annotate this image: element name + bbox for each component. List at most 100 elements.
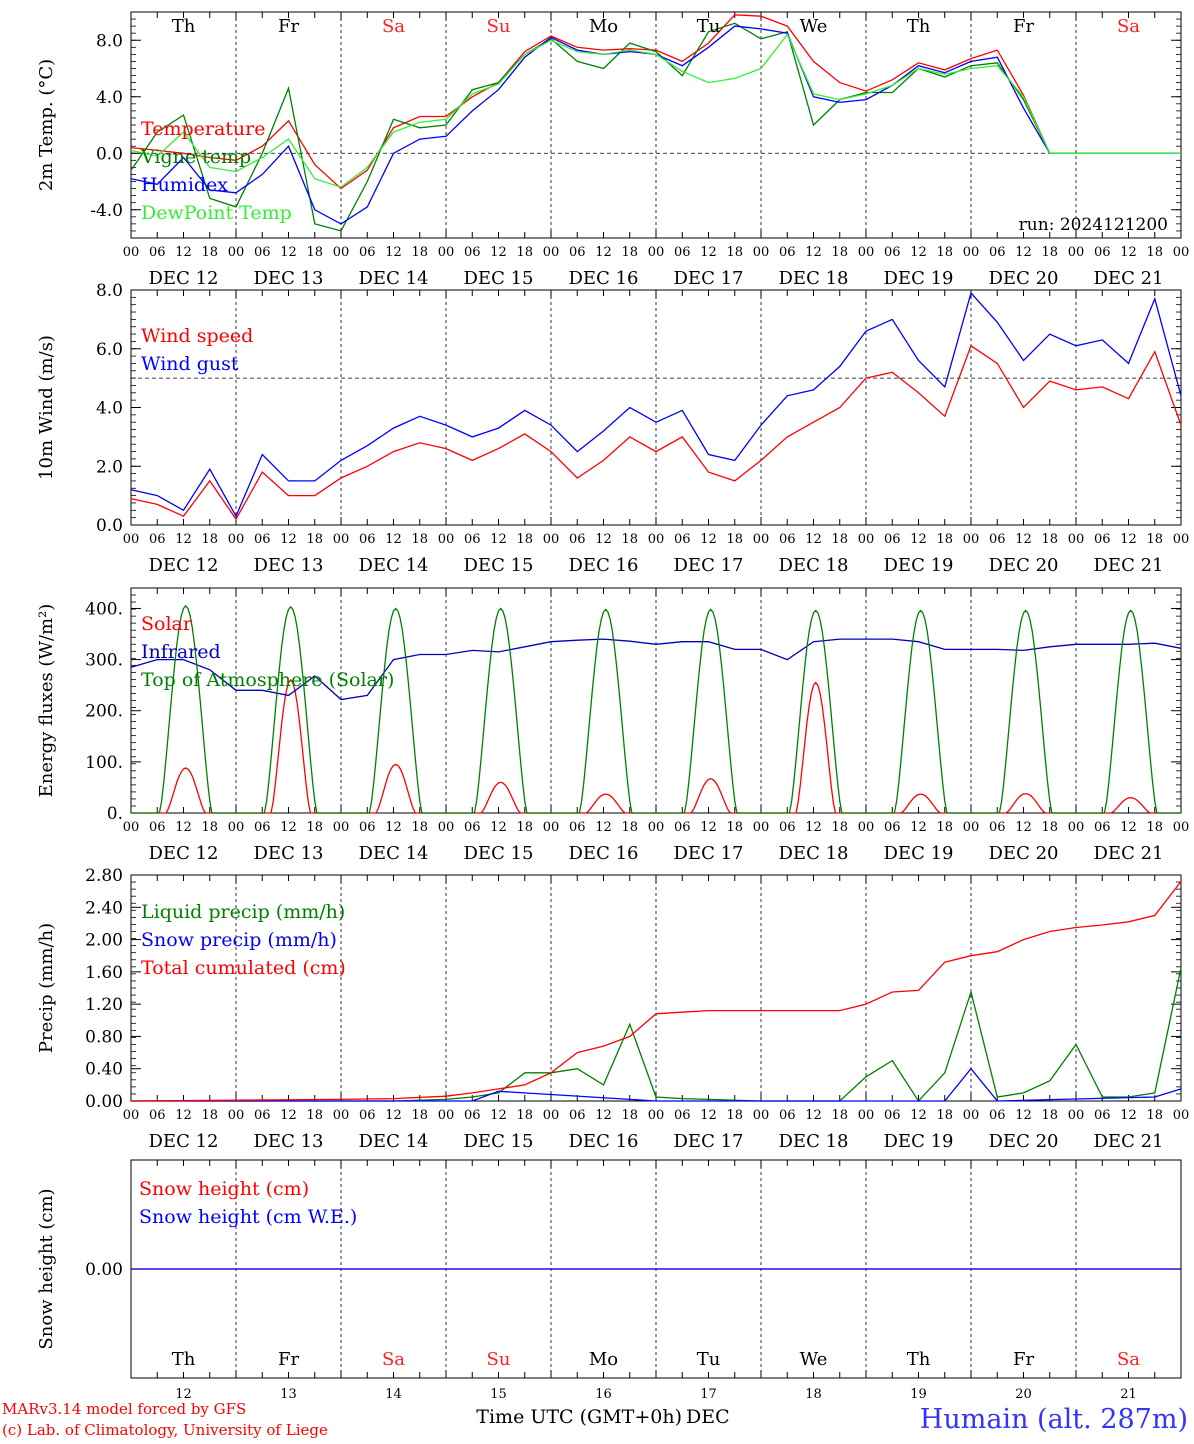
hour-tick-label: 18 — [411, 820, 428, 835]
day-label: DEC 20 — [989, 1131, 1059, 1152]
series-line — [131, 967, 1182, 1103]
hour-tick-label: 12 — [910, 820, 927, 835]
hour-tick-label: 12 — [385, 1108, 402, 1123]
hour-tick-label: 00 — [963, 245, 980, 260]
hour-tick-label: 18 — [726, 532, 743, 547]
hour-tick-label: 18 — [201, 245, 218, 260]
hour-tick-label: 00 — [333, 532, 350, 547]
hour-tick-label: 06 — [989, 532, 1006, 547]
day-label: DEC 18 — [779, 268, 849, 289]
hour-tick-label: 06 — [779, 1108, 796, 1123]
hour-tick-label: 06 — [254, 245, 271, 260]
hour-tick-label: 00 — [1068, 820, 1085, 835]
weekday-label: Sa — [382, 16, 405, 37]
hour-tick-label: 00 — [333, 1108, 350, 1123]
day-label: DEC 16 — [569, 555, 639, 576]
hour-tick-label: 00 — [333, 820, 350, 835]
hour-tick-label: 06 — [674, 245, 691, 260]
hour-tick-label: 00 — [648, 532, 665, 547]
hour-tick-label: 00 — [333, 245, 350, 260]
legend-entry: DewPoint Temp — [141, 202, 292, 224]
hour-tick-label: 12 — [910, 1108, 927, 1123]
y-tick-label: 8.0 — [96, 31, 123, 51]
hour-tick-label: 12 — [595, 1108, 612, 1123]
day-label: DEC 14 — [359, 1131, 429, 1152]
day-label: DEC 16 — [569, 1131, 639, 1152]
day-label: DEC 15 — [464, 268, 534, 289]
hour-tick-label: 06 — [254, 532, 271, 547]
hour-tick-label: 06 — [884, 532, 901, 547]
weekday-label: We — [800, 16, 828, 37]
day-label: DEC 17 — [674, 1131, 744, 1152]
hour-tick-label: 18 — [726, 245, 743, 260]
y-tick-label: 200. — [85, 702, 123, 722]
panel-4: 0.00 0.40 0.80 1.20 1.60 2.00 2.40 2.80 Precip (… — [36, 866, 1189, 1152]
hour-tick-label: 18 — [831, 1108, 848, 1123]
day-label: DEC 19 — [884, 1131, 954, 1152]
day-number-label: 19 — [910, 1387, 927, 1402]
hour-tick-label: 12 — [910, 532, 927, 547]
x-axis-label: Time UTC (GMT+0h) — [476, 1406, 682, 1428]
day-number-label: 21 — [1120, 1387, 1137, 1402]
y-tick-label: 0.00 — [85, 1092, 123, 1112]
model-credit-line1: MARv3.14 model forced by GFS — [2, 1400, 246, 1418]
hour-tick-label: 06 — [989, 245, 1006, 260]
hour-tick-label: 18 — [1146, 820, 1163, 835]
weekday-label: Sa — [1117, 1349, 1140, 1370]
hour-tick-label: 12 — [175, 1108, 192, 1123]
hour-tick-label: 06 — [569, 820, 586, 835]
hour-tick-label: 12 — [805, 245, 822, 260]
day-label: DEC 18 — [779, 1131, 849, 1152]
day-label: DEC 14 — [359, 268, 429, 289]
hour-tick-label: 12 — [595, 820, 612, 835]
hour-tick-label: 12 — [1015, 532, 1032, 547]
hour-tick-label: 18 — [621, 532, 638, 547]
hour-tick-label: 18 — [516, 532, 533, 547]
y-tick-label: 100. — [85, 753, 123, 773]
hour-tick-label: 18 — [831, 245, 848, 260]
hour-tick-label: 06 — [989, 1108, 1006, 1123]
hour-tick-label: 18 — [516, 820, 533, 835]
hour-tick-label: 00 — [648, 1108, 665, 1123]
hour-tick-label: 18 — [1041, 245, 1058, 260]
y-tick-label: 4.0 — [96, 88, 123, 108]
y-tick-label: 2.40 — [85, 898, 123, 918]
legend-entry: Wind speed — [141, 325, 253, 347]
legend-entry: Snow precip (mm/h) — [141, 929, 337, 951]
hour-tick-label: 12 — [595, 532, 612, 547]
series-line — [131, 604, 1181, 814]
weekday-label: Fr — [278, 1349, 299, 1370]
day-number-label: 15 — [490, 1387, 507, 1402]
hour-tick-label: 18 — [306, 1108, 323, 1123]
hour-tick-label: 12 — [490, 820, 507, 835]
y-tick-label: 0.80 — [85, 1027, 123, 1047]
hour-tick-label: 18 — [516, 245, 533, 260]
day-label: DEC 19 — [884, 268, 954, 289]
day-label: DEC 19 — [884, 843, 954, 864]
weekday-label: Mo — [589, 16, 618, 37]
weekday-label: Th — [907, 16, 931, 37]
hour-tick-label: 00 — [123, 532, 140, 547]
hour-tick-label: 12 — [385, 245, 402, 260]
legend-entry: Infrared — [141, 641, 221, 663]
hour-tick-label: 00 — [858, 245, 875, 260]
hour-tick-label: 00 — [438, 1108, 455, 1123]
hour-tick-label: 06 — [359, 1108, 376, 1123]
hour-tick-label: 06 — [884, 1108, 901, 1123]
hour-tick-label: 18 — [411, 532, 428, 547]
hour-tick-label: 12 — [1120, 820, 1137, 835]
weekday-label: Sa — [1117, 16, 1140, 37]
hour-tick-label: 00 — [963, 820, 980, 835]
hour-tick-label: 00 — [228, 1108, 245, 1123]
y-axis-label: 2m Temp. (°C) — [36, 59, 57, 191]
hour-tick-label: 18 — [411, 1108, 428, 1123]
weekday-label: Su — [487, 1349, 511, 1370]
hour-tick-label: 18 — [516, 1108, 533, 1123]
series-line — [131, 1067, 1182, 1102]
legend-entry: Temperature — [141, 118, 265, 140]
day-number-label: 12 — [175, 1387, 192, 1402]
hour-tick-label: 00 — [1173, 1108, 1190, 1123]
hour-tick-label: 06 — [464, 532, 481, 547]
hour-tick-label: 00 — [753, 532, 770, 547]
legend-entry: Snow height (cm) — [139, 1178, 309, 1200]
